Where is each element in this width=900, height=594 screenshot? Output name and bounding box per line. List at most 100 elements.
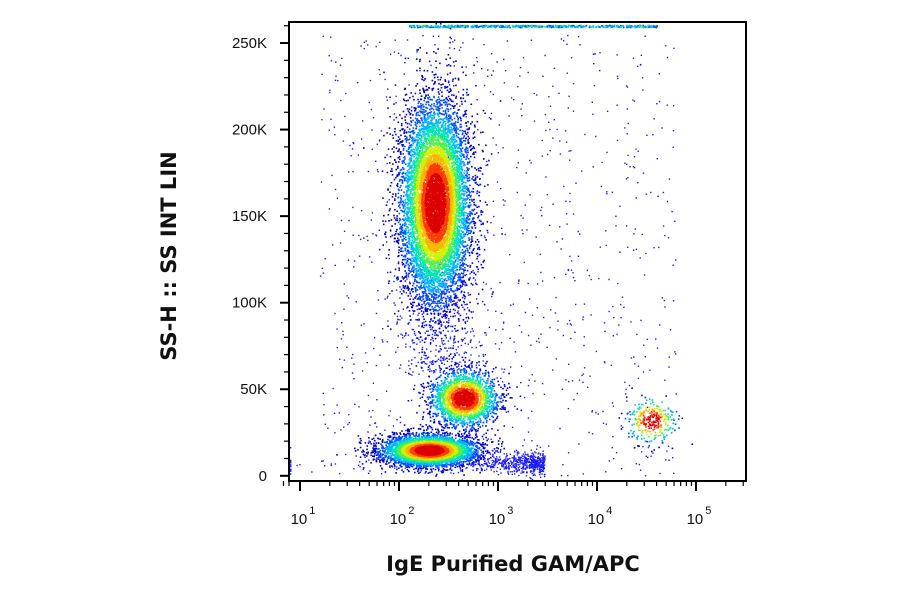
scatter-point [430, 318, 432, 320]
scatter-point [409, 96, 411, 99]
scatter-point [467, 128, 470, 130]
scatter-point [572, 272, 574, 274]
scatter-point [474, 222, 477, 224]
scatter-point [422, 416, 424, 418]
scatter-point [427, 295, 429, 297]
scatter-point [533, 120, 536, 122]
scatter-point [565, 213, 568, 215]
scatter-point [527, 334, 530, 337]
scatter-point [361, 451, 363, 453]
scatter-point [443, 433, 446, 436]
scatter-point [516, 451, 519, 454]
scatter-point [408, 272, 411, 275]
scatter-point [600, 185, 603, 188]
scatter-point [425, 297, 427, 299]
scatter-point [458, 137, 461, 140]
scatter-point [439, 89, 442, 91]
scatter-point [397, 52, 400, 54]
scatter-point [430, 325, 432, 327]
scatter-point [539, 464, 542, 466]
scatter-point [419, 106, 421, 108]
scatter-point [472, 187, 474, 190]
scatter-point [435, 73, 437, 76]
scatter-point [538, 468, 540, 471]
scatter-point [661, 297, 664, 299]
scatter-point [449, 468, 451, 470]
scatter-point [464, 327, 466, 330]
scatter-point [412, 271, 415, 274]
scatter-point [379, 354, 381, 356]
scatter-point [508, 467, 510, 469]
scatter-point [360, 138, 363, 140]
scatter-point [482, 372, 484, 375]
scatter-point [362, 467, 365, 469]
scatter-point [570, 260, 573, 262]
scatter-point [413, 464, 415, 466]
scatter-point [342, 334, 344, 336]
scatter-point [602, 410, 604, 413]
scatter-point [379, 453, 382, 456]
scatter-point [491, 411, 494, 413]
scatter-point [476, 252, 479, 255]
scatter-point [470, 123, 472, 125]
scatter-point [371, 438, 373, 441]
scatter-point [398, 249, 400, 251]
scatter-point [402, 250, 404, 253]
scatter-point [439, 312, 442, 315]
scatter-point [493, 378, 496, 381]
scatter-point [411, 266, 414, 269]
scatter-point [406, 126, 409, 128]
scatter-point [503, 368, 506, 370]
scatter-point [533, 457, 535, 459]
scatter-point [608, 278, 610, 281]
scatter-point [570, 150, 572, 152]
scatter-point [472, 330, 474, 332]
scatter-point [374, 434, 377, 437]
scatter-point [403, 291, 405, 293]
scatter-point [576, 392, 578, 395]
scatter-point [493, 408, 495, 410]
scatter-point [457, 296, 459, 299]
scatter-point [334, 432, 336, 434]
scatter-point [397, 278, 399, 280]
scatter-point [485, 334, 487, 336]
scatter-point [444, 87, 446, 89]
scatter-point [424, 332, 426, 334]
scatter-point [477, 450, 479, 452]
scatter-point [463, 424, 466, 426]
scatter-point [602, 422, 605, 424]
scatter-point [397, 192, 400, 195]
scatter-point [465, 245, 468, 248]
scatter-point [365, 460, 368, 463]
scatter-point [414, 384, 416, 387]
scatter-point [420, 310, 423, 312]
scatter-point [544, 113, 547, 116]
scatter-point [665, 459, 667, 461]
scatter-point [471, 209, 473, 211]
scatter-point [415, 290, 417, 293]
scatter-point [405, 465, 407, 467]
scatter-point [461, 466, 464, 468]
scatter-point [398, 254, 400, 257]
scatter-point [467, 169, 470, 172]
scatter-point [387, 107, 389, 109]
scatter-point [441, 316, 443, 319]
scatter-point [387, 325, 389, 327]
scatter-point [567, 407, 570, 410]
scatter-point [423, 69, 426, 72]
scatter-point [457, 307, 460, 309]
scatter-point [465, 228, 468, 230]
scatter-point [408, 360, 410, 362]
scatter-point [467, 265, 469, 267]
scatter-point [479, 426, 482, 428]
scatter-point [469, 266, 471, 268]
scatter-point [458, 354, 460, 356]
scatter-point [620, 316, 622, 319]
scatter-point [502, 322, 505, 324]
scatter-point [392, 163, 394, 165]
scatter-point [432, 467, 435, 470]
scatter-point [434, 287, 436, 290]
scatter-point [449, 99, 452, 101]
scatter-point [525, 457, 528, 460]
scatter-point [572, 276, 575, 279]
